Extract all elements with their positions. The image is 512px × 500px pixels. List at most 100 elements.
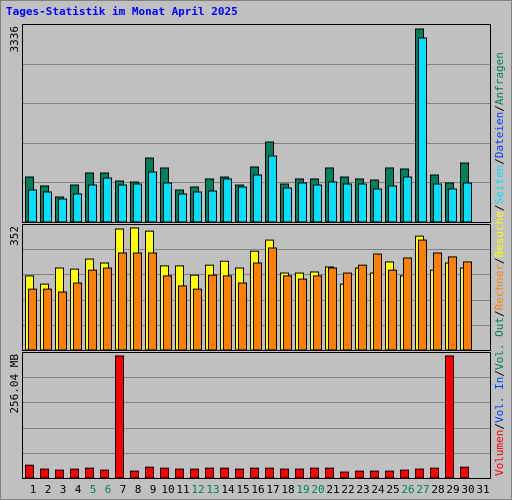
x-tick-label: 4 (75, 483, 82, 496)
bar (163, 275, 172, 351)
bar (328, 267, 337, 351)
bar (460, 466, 469, 479)
x-tick-label: 8 (135, 483, 142, 496)
legend-entry: Anfragen (493, 52, 506, 105)
bar (295, 468, 304, 479)
x-tick-label: 15 (236, 483, 249, 496)
bar (403, 176, 412, 223)
bar (385, 470, 394, 479)
x-tick-label: 11 (176, 483, 189, 496)
bar (418, 37, 427, 223)
legend-entry: Besuche (493, 211, 506, 257)
bar (313, 275, 322, 351)
panel (22, 352, 491, 479)
x-tick-label: 12 (191, 483, 204, 496)
bar (355, 470, 364, 479)
bar (118, 184, 127, 223)
bar (118, 252, 127, 351)
bar (463, 261, 472, 351)
bar (283, 187, 292, 223)
x-tick-label: 18 (281, 483, 294, 496)
bar (268, 155, 277, 223)
legend-entry: Volumen (493, 430, 506, 476)
bar (163, 182, 172, 223)
bar (238, 282, 247, 351)
x-tick-label: 9 (150, 483, 157, 496)
bar (220, 467, 229, 479)
x-tick-label: 13 (206, 483, 219, 496)
chart-title: Tages-Statistik im Monat April 2025 (6, 5, 238, 18)
bar (298, 278, 307, 351)
bar (265, 467, 274, 479)
bar (103, 267, 112, 351)
bar (43, 191, 52, 223)
y-tick-label: 3336 (8, 26, 21, 53)
bar (148, 252, 157, 351)
x-tick-label: 21 (326, 483, 339, 496)
legend-separator: / (493, 158, 506, 165)
bar (373, 253, 382, 351)
y-tick-label: 352 (8, 226, 21, 246)
bar (178, 285, 187, 351)
x-tick-label: 10 (161, 483, 174, 496)
x-tick-label: 29 (446, 483, 459, 496)
bar (178, 193, 187, 223)
legend-separator: / (493, 105, 506, 112)
x-tick-label: 16 (251, 483, 264, 496)
bar (190, 468, 199, 479)
bar (70, 468, 79, 479)
legend-entry: Dateien (493, 112, 506, 158)
legend: Volumen/Vol. In/Vol. Out/Rechner/Besuche… (493, 52, 506, 476)
bar (85, 467, 94, 479)
bar (145, 466, 154, 479)
x-tick-label: 28 (431, 483, 444, 496)
bar (175, 468, 184, 479)
x-tick-label: 2 (45, 483, 52, 496)
legend-entry: Vol. Out (493, 317, 506, 370)
bar (28, 189, 37, 223)
x-tick-label: 14 (221, 483, 235, 496)
bar (328, 181, 337, 223)
bar (310, 467, 319, 479)
legend-entry: Rechner (493, 264, 506, 311)
bar (55, 469, 64, 479)
bar (463, 182, 472, 223)
bar (433, 183, 442, 223)
legend-entry: Seiten (493, 165, 506, 205)
legend-separator: / (493, 257, 506, 264)
x-tick-label: 6 (105, 483, 112, 496)
x-tick-label: 19 (296, 483, 309, 496)
bar (280, 468, 289, 479)
x-tick-label: 24 (371, 483, 385, 496)
bar (28, 288, 37, 351)
bar (88, 269, 97, 351)
legend-separator: / (493, 370, 506, 377)
bar (235, 468, 244, 479)
bar (358, 183, 367, 223)
bar (238, 186, 247, 223)
bar (253, 174, 262, 223)
bar (388, 269, 397, 351)
bar (58, 291, 67, 351)
bar (283, 275, 292, 351)
x-tick-label: 23 (356, 483, 369, 496)
bar (130, 470, 139, 479)
bar (58, 198, 67, 223)
bar (298, 182, 307, 223)
bar (73, 193, 82, 223)
bar (445, 355, 454, 479)
bar (415, 468, 424, 479)
legend-separator: / (493, 310, 506, 317)
x-tick-label: 27 (416, 483, 429, 496)
legend-separator: / (493, 204, 506, 211)
bar (25, 464, 34, 479)
bar (388, 185, 397, 223)
bar (370, 470, 379, 479)
bar (373, 188, 382, 223)
x-tick-label: 5 (90, 483, 97, 496)
bar (133, 183, 142, 223)
bar (208, 274, 217, 351)
bar (358, 264, 367, 351)
bar (88, 184, 97, 223)
